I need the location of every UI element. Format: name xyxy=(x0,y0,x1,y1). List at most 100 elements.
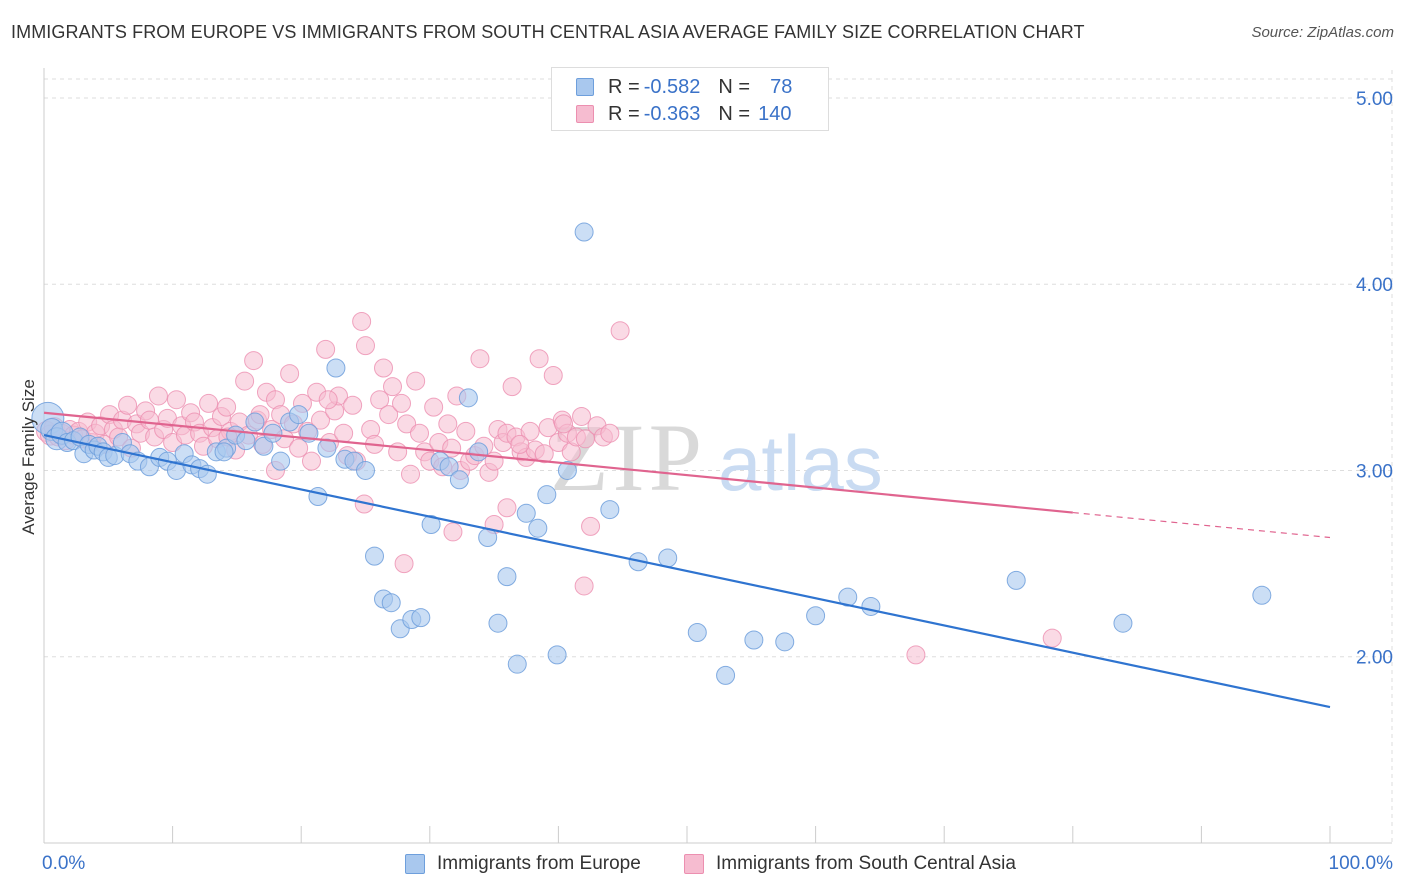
europe-point xyxy=(1252,585,1272,605)
asia-point xyxy=(906,645,926,665)
asia-point xyxy=(554,414,574,434)
europe-trend-line xyxy=(43,434,1331,709)
asia-point xyxy=(118,395,138,415)
asia-point xyxy=(383,377,403,397)
y-tick-label: 3.00 xyxy=(1356,461,1393,482)
europe-point xyxy=(861,596,881,616)
asia-point xyxy=(470,349,490,369)
legend-swatch-asia xyxy=(576,105,594,123)
asia-point xyxy=(456,421,476,441)
stats-legend: R = -0.582 N = 78 R = -0.363 N = 140 xyxy=(551,67,829,131)
europe-point xyxy=(289,405,309,425)
bottom-legend-label-asia: Immigrants from South Central Asia xyxy=(716,853,1016,874)
watermark-atlas: atlas xyxy=(718,419,883,507)
asia-point xyxy=(280,364,300,384)
europe-point xyxy=(469,442,489,462)
asia-point xyxy=(438,414,458,434)
europe-point xyxy=(326,358,346,378)
bottom-legend-swatch-asia xyxy=(684,854,704,874)
europe-point xyxy=(381,593,401,613)
asia-point xyxy=(401,464,421,484)
asia-point xyxy=(352,311,372,331)
asia-point xyxy=(310,410,330,430)
axes xyxy=(43,68,1392,844)
asia-point xyxy=(374,358,394,378)
asia-point xyxy=(610,321,630,341)
legend-n-value: 140 xyxy=(758,102,792,125)
bottom-legend-europe: Immigrants from Europe xyxy=(405,852,641,876)
asia-point xyxy=(316,339,336,359)
europe-point xyxy=(449,470,469,490)
europe-point xyxy=(744,630,764,650)
asia-trend-line xyxy=(43,411,1073,514)
asia-point xyxy=(397,414,417,434)
asia-point xyxy=(520,421,540,441)
europe-point xyxy=(271,451,291,471)
europe-point xyxy=(488,613,508,633)
europe-point xyxy=(1006,570,1026,590)
asia-point xyxy=(166,390,186,410)
europe-point xyxy=(516,503,536,523)
trend-lines xyxy=(43,411,1331,709)
asia-point xyxy=(379,405,399,425)
europe-point xyxy=(806,606,826,626)
europe-point xyxy=(1113,613,1133,633)
legend-n-label: N = xyxy=(718,75,751,98)
asia-point xyxy=(370,390,390,410)
asia-point xyxy=(244,351,264,371)
europe-point xyxy=(439,457,459,477)
asia-point xyxy=(443,522,463,542)
asia-point xyxy=(581,516,601,536)
asia-point xyxy=(356,336,375,356)
legend-row-asia: R = -0.363 N = 140 xyxy=(576,102,791,126)
europe-point xyxy=(245,412,265,432)
europe-point xyxy=(308,487,328,507)
europe-point xyxy=(214,442,234,462)
chart-title: IMMIGRANTS FROM EUROPE VS IMMIGRANTS FRO… xyxy=(11,22,1085,42)
asia-point xyxy=(392,393,412,413)
asia-trend-extension xyxy=(1072,511,1331,539)
europe-point xyxy=(528,518,548,538)
asia-point xyxy=(543,365,563,385)
asia-point xyxy=(289,438,309,458)
bottom-legend-label-europe: Immigrants from Europe xyxy=(437,853,641,874)
y-tick-label: 4.00 xyxy=(1356,275,1393,296)
europe-point xyxy=(716,665,736,685)
legend-n-value: 78 xyxy=(770,75,793,98)
asia-point xyxy=(497,498,517,518)
europe-point xyxy=(497,567,517,587)
europe-point xyxy=(658,548,678,568)
y-axis-label: Average Family Size xyxy=(19,379,38,535)
axis-labels: 2.00 3.00 4.00 5.00 0.0% 100.0% Average Family… xyxy=(19,89,1393,874)
europe-point xyxy=(421,514,441,534)
europe-point xyxy=(775,632,795,652)
legend-r-value: -0.363 xyxy=(643,102,701,125)
asia-point xyxy=(406,371,426,391)
asia-point xyxy=(510,434,530,454)
legend-r-label: R = xyxy=(608,75,640,98)
asia-point xyxy=(334,423,354,443)
europe-point xyxy=(263,423,283,443)
europe-point xyxy=(356,460,375,480)
europe-point xyxy=(236,431,256,451)
europe-point xyxy=(365,546,385,566)
asia-point xyxy=(217,397,237,417)
asia-point xyxy=(148,386,168,406)
asia-point xyxy=(424,397,444,417)
asia-point xyxy=(574,576,594,596)
bottom-legend-asia: Immigrants from South Central Asia xyxy=(684,852,1016,876)
europe-point xyxy=(537,485,557,505)
asia-point xyxy=(502,377,522,397)
asia-point xyxy=(235,371,255,391)
y-tick-label: 2.00 xyxy=(1356,648,1393,669)
source-label: Source: ZipAtlas.com xyxy=(1251,24,1394,41)
asia-point xyxy=(410,423,430,443)
legend-n-label: N = xyxy=(718,102,751,125)
europe-point xyxy=(507,654,527,674)
europe-point xyxy=(557,460,577,480)
asia-point xyxy=(529,349,549,369)
europe-point xyxy=(411,608,431,628)
europe-point xyxy=(600,500,620,520)
europe-point xyxy=(254,436,274,456)
asia-point xyxy=(301,451,321,471)
